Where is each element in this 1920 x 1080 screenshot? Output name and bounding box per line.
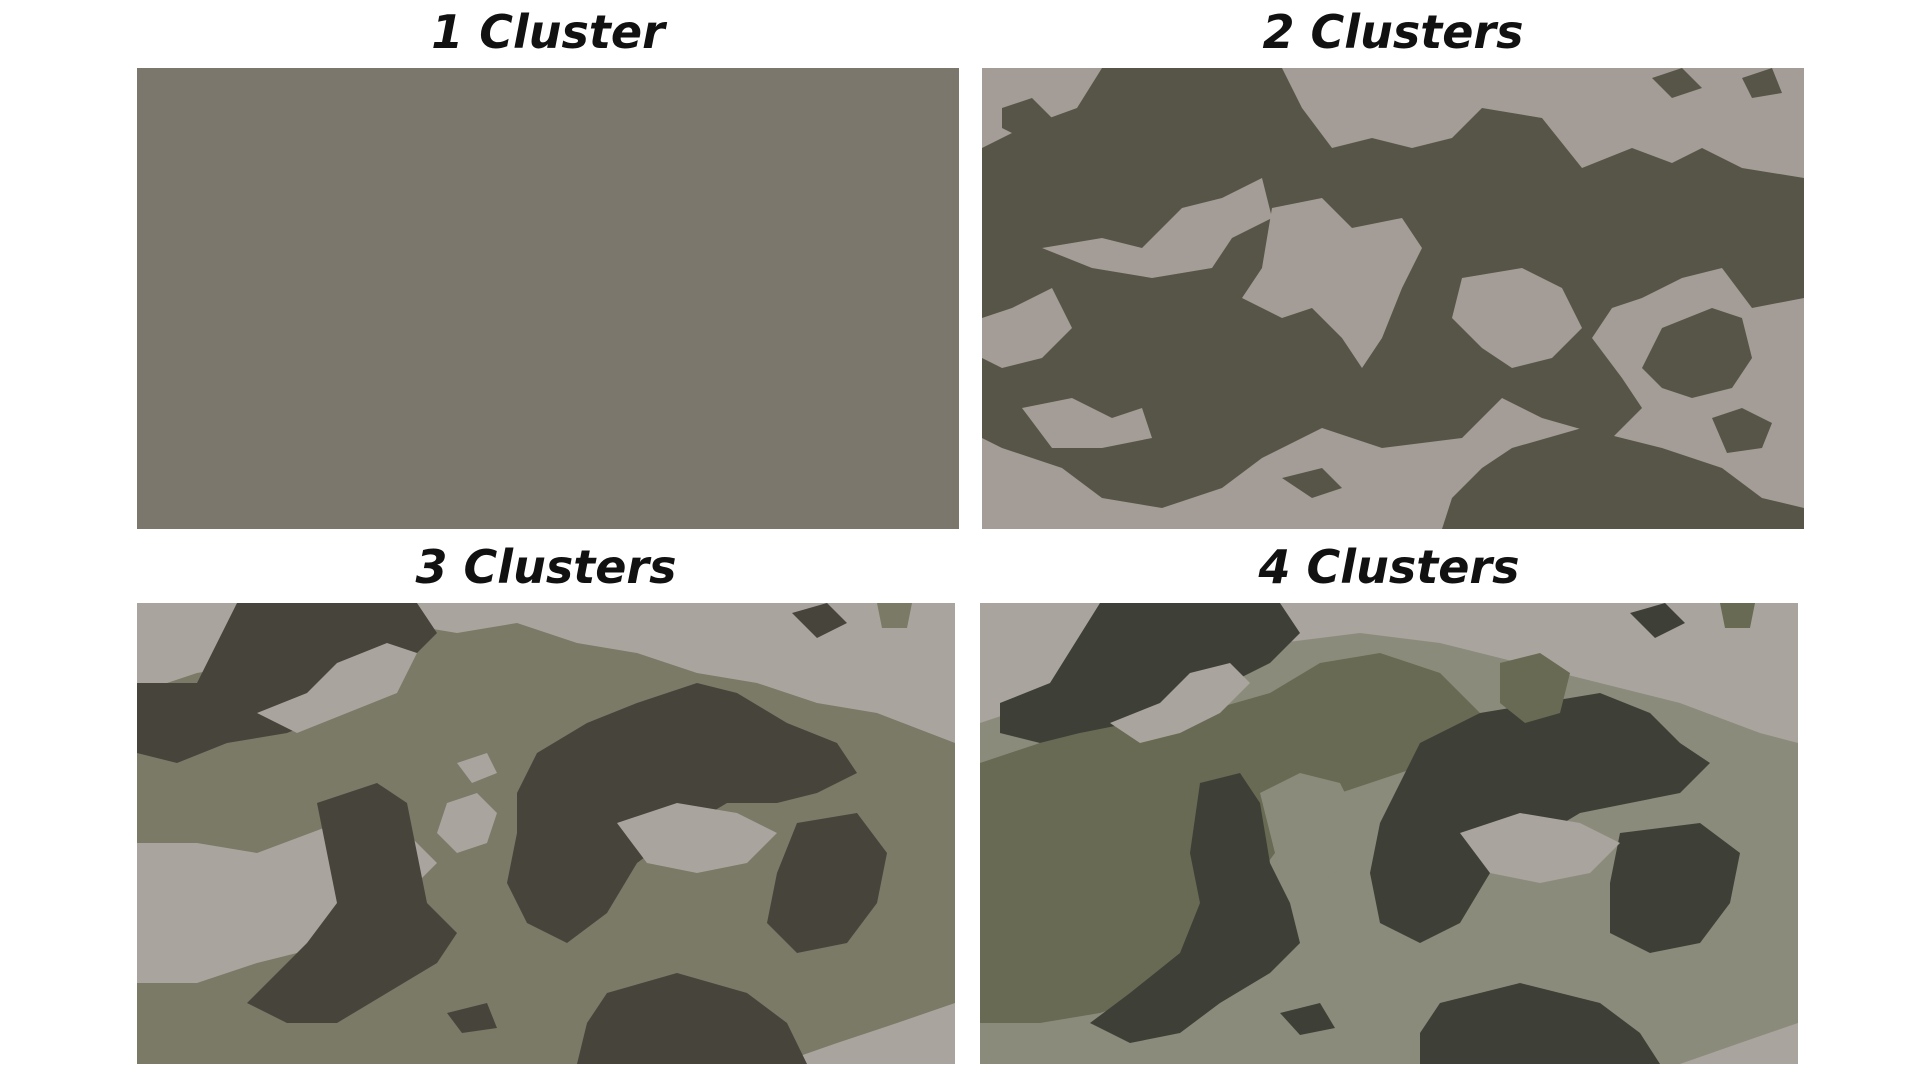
segmentation-image-2-clusters bbox=[982, 68, 1804, 529]
panel-title-3-clusters: 3 Clusters bbox=[415, 540, 677, 594]
cluster-region-lightest-inner-1 bbox=[1110, 663, 1250, 743]
cluster-region-dark-4 bbox=[1610, 823, 1740, 953]
cluster-region-light-inner-3 bbox=[982, 288, 1072, 368]
cluster-region-dark-4 bbox=[767, 813, 887, 953]
cluster-region-olive-inner-1 bbox=[1500, 653, 1570, 723]
cluster-region-dark-island-2 bbox=[1642, 308, 1752, 398]
cluster-region-dark-island-7 bbox=[1282, 468, 1342, 498]
cluster-region-dark-island-1 bbox=[1630, 603, 1685, 638]
cluster-region-dark-5 bbox=[1420, 983, 1660, 1064]
cluster-region-light-mid-inner-1 bbox=[1260, 773, 1360, 883]
cluster-region-dark-island-2 bbox=[1280, 1003, 1335, 1035]
segmentation-image-1-cluster bbox=[137, 68, 959, 529]
cluster-region-dark-2 bbox=[247, 783, 457, 1023]
cluster-region-light-inner-1 bbox=[257, 643, 417, 733]
cluster-region-olive-island-1 bbox=[1720, 603, 1755, 628]
segmentation-image-4-clusters bbox=[980, 603, 1798, 1064]
cluster-region-dark-island-5 bbox=[1652, 68, 1702, 98]
cluster-region-light-inner-2 bbox=[1242, 198, 1422, 368]
cluster-region-dark-island-1 bbox=[792, 603, 847, 638]
segmentation-image-3-clusters bbox=[137, 603, 955, 1064]
panel-title-1-cluster: 1 Cluster bbox=[431, 5, 665, 59]
cluster-region-light-inner-3 bbox=[437, 793, 497, 853]
cluster-region-dark-island-4 bbox=[1002, 98, 1052, 138]
panel-title-4-clusters: 4 Clusters bbox=[1258, 540, 1520, 594]
cluster-region-lightest-inner-2 bbox=[1460, 813, 1620, 883]
cluster-region-light-inner-5 bbox=[1452, 268, 1582, 368]
cluster-region-dark bbox=[137, 603, 437, 763]
cluster-region-dark-island-3 bbox=[1712, 408, 1772, 453]
cluster-region-dark-5 bbox=[577, 973, 807, 1064]
cluster-region-dark-island-1 bbox=[1442, 428, 1804, 529]
panel-title-2-clusters: 2 Clusters bbox=[1262, 5, 1524, 59]
cluster-region-dark bbox=[1000, 603, 1300, 743]
cluster-region-light-inner-4 bbox=[457, 753, 497, 783]
cluster-region-mid-island-1 bbox=[877, 603, 912, 628]
cluster-region-light-inner-1 bbox=[1042, 178, 1272, 278]
cluster-region-light-inner-4 bbox=[1022, 398, 1152, 448]
cluster-region-dark-2 bbox=[1090, 773, 1300, 1043]
cluster-region-light-inner-2 bbox=[617, 803, 777, 873]
cluster-region-dark-island-2 bbox=[447, 1003, 497, 1033]
cluster-region-dark-island-6 bbox=[1742, 68, 1782, 98]
cluster-region-1 bbox=[137, 68, 959, 529]
